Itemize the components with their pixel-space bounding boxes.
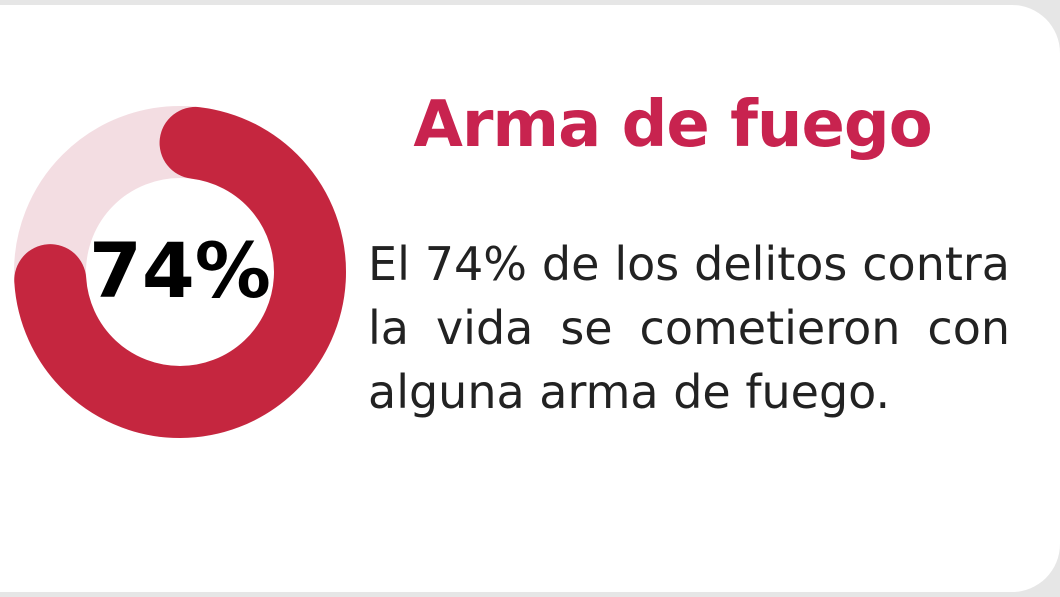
title: Arma de fuego [413,88,932,162]
description: El 74% de los delitos contra la vida se … [368,237,1010,419]
donut-chart: 74% [14,106,346,438]
center-label: 74% [89,226,271,315]
donut-arc [14,106,346,438]
card [0,5,1060,592]
